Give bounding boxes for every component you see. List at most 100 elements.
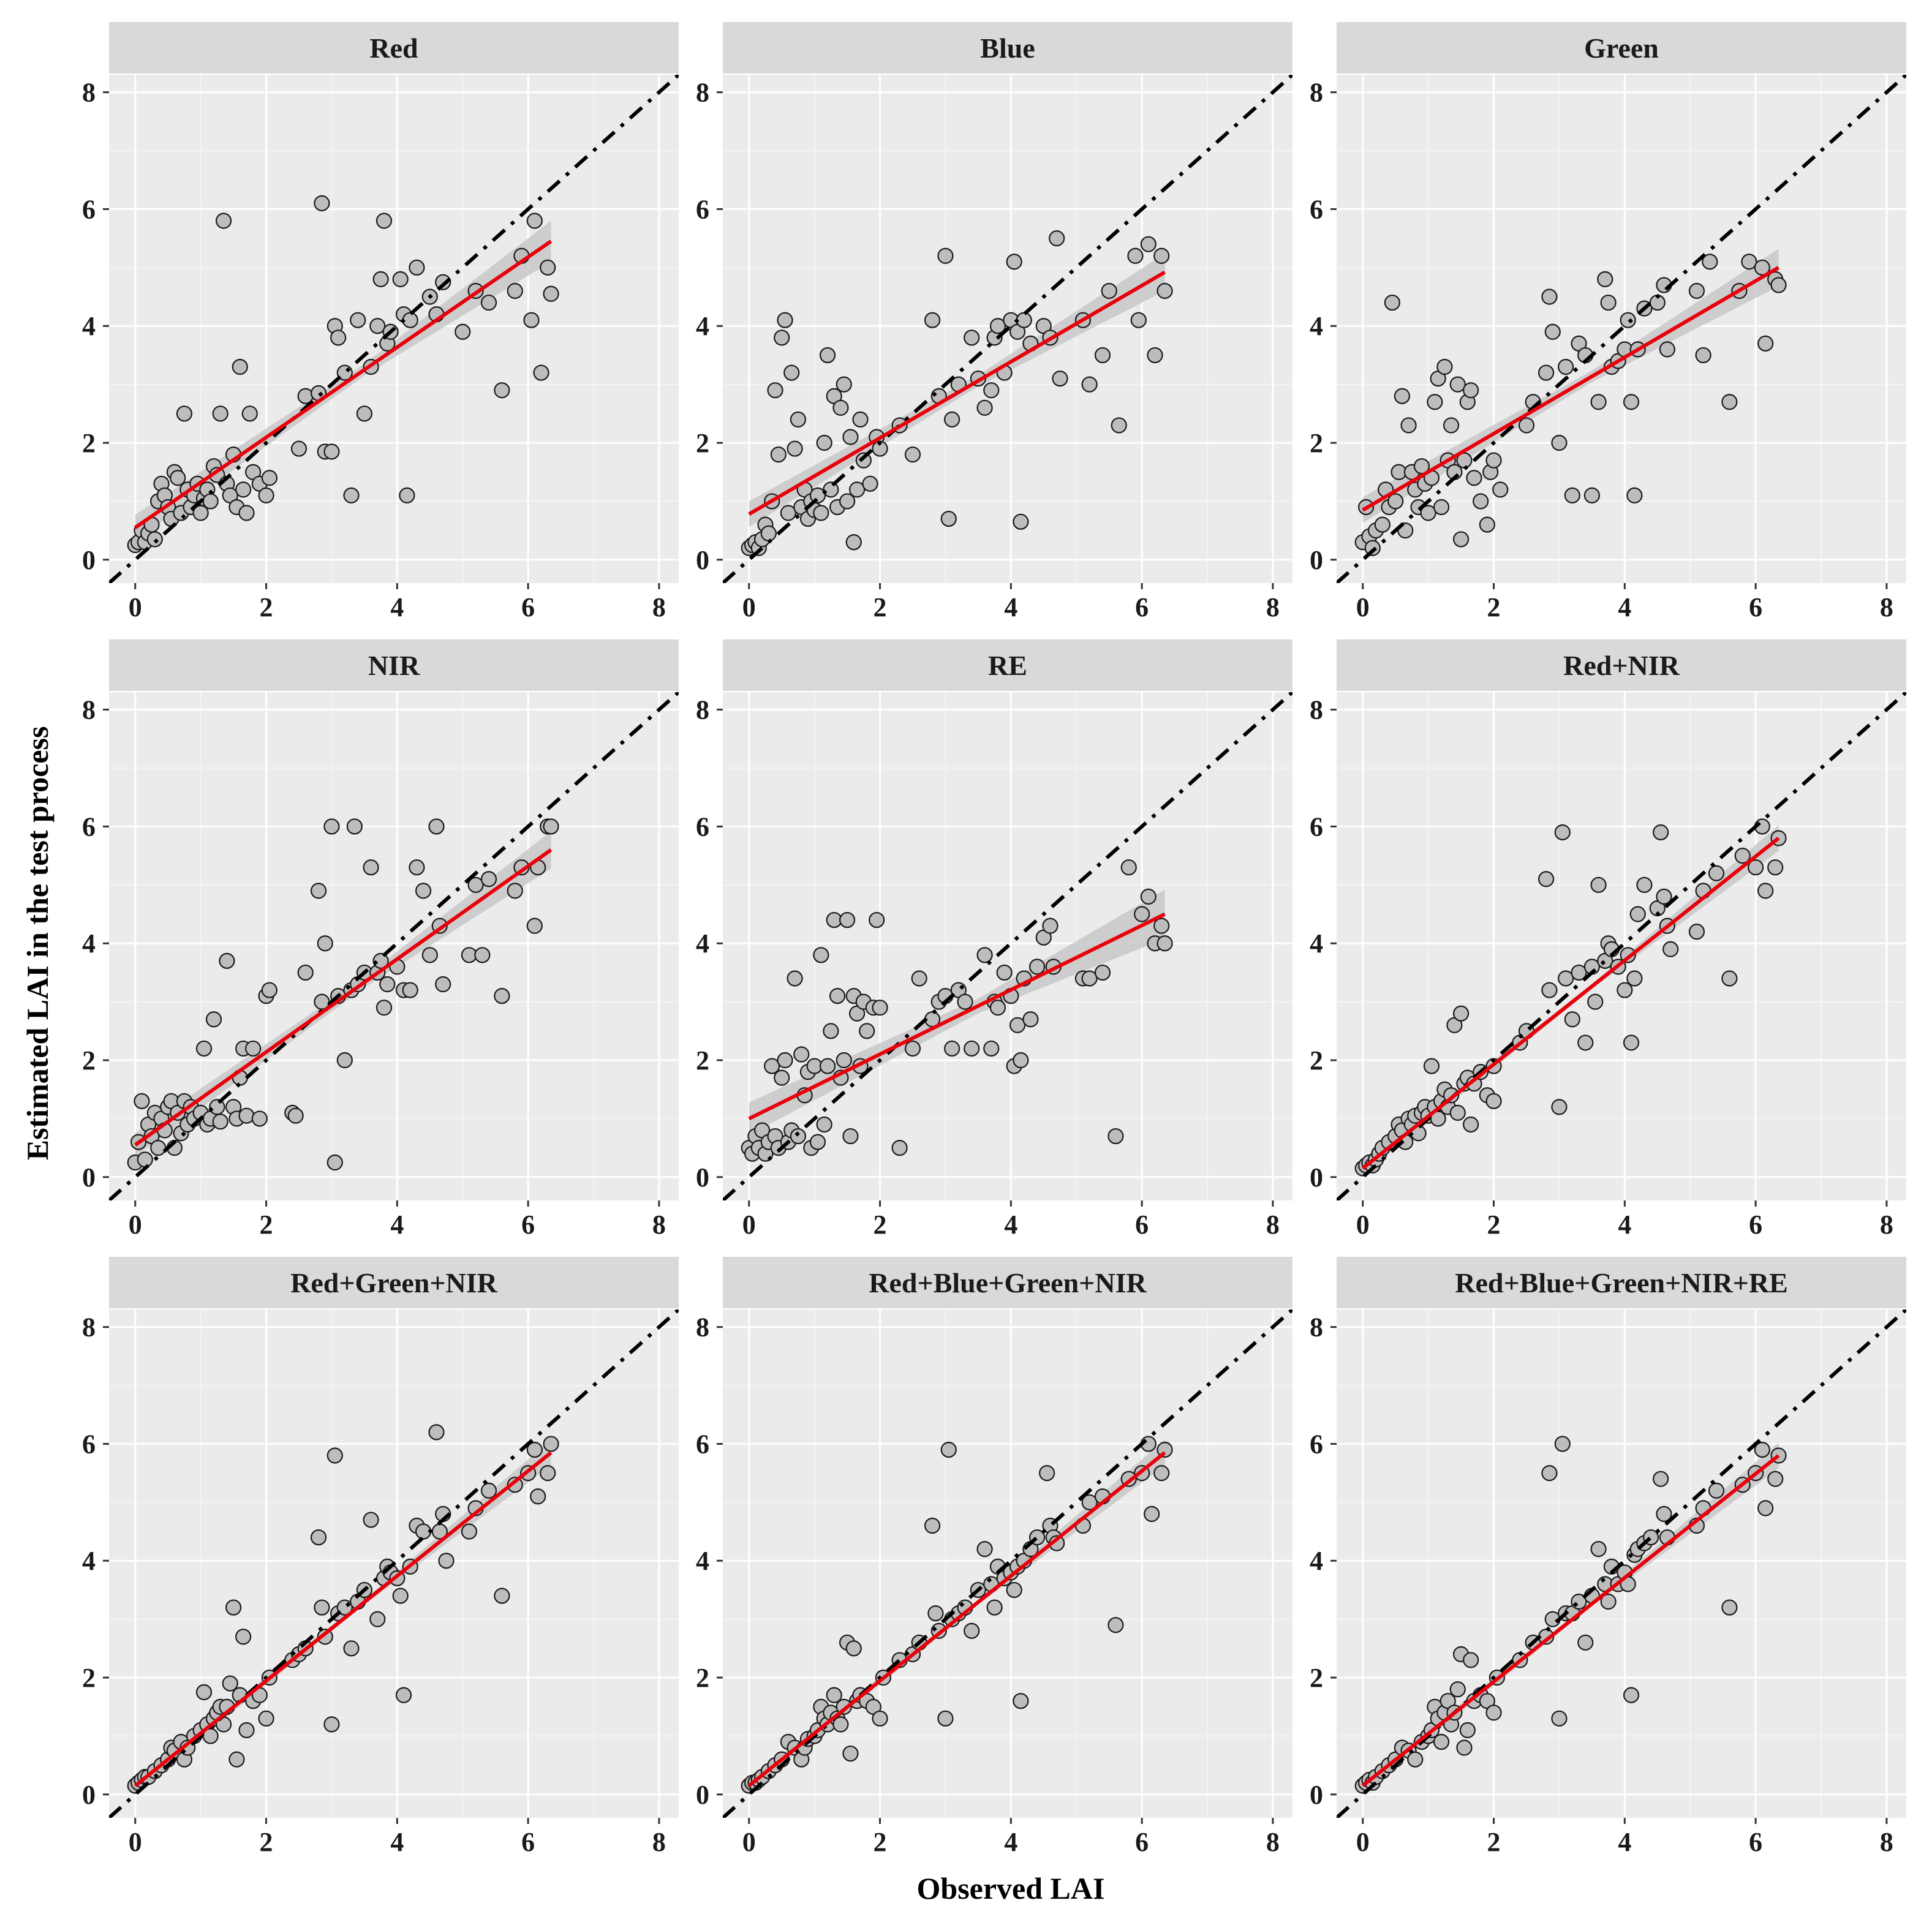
data-point bbox=[1449, 376, 1466, 393]
data-point bbox=[1101, 282, 1117, 300]
x-tick-label: 0 bbox=[129, 1210, 142, 1240]
data-point bbox=[1108, 1617, 1124, 1633]
y-tick-label: 8 bbox=[82, 78, 96, 108]
x-tick-label: 0 bbox=[742, 1827, 756, 1857]
data-point bbox=[326, 1447, 343, 1464]
data-point bbox=[780, 505, 796, 521]
x-tick-label: 6 bbox=[521, 1210, 535, 1240]
x-tick-label: 8 bbox=[652, 592, 666, 622]
data-point bbox=[350, 312, 366, 328]
data-point bbox=[1656, 888, 1672, 905]
data-point bbox=[1600, 294, 1617, 311]
data-point bbox=[1544, 323, 1561, 340]
data-point bbox=[1564, 487, 1580, 503]
data-point bbox=[842, 429, 859, 445]
data-point bbox=[996, 964, 1013, 981]
data-point bbox=[222, 1675, 238, 1692]
data-point bbox=[944, 411, 960, 428]
x-tick-label: 6 bbox=[1135, 592, 1149, 622]
data-point bbox=[839, 911, 856, 929]
data-point bbox=[1463, 1116, 1479, 1133]
data-point bbox=[872, 1710, 888, 1727]
facet-title: RE bbox=[988, 650, 1027, 681]
data-point bbox=[1688, 282, 1705, 300]
data-point bbox=[258, 1710, 274, 1727]
data-point bbox=[1153, 917, 1170, 934]
y-tick-label: 6 bbox=[1310, 194, 1323, 224]
data-point bbox=[369, 318, 386, 334]
data-point bbox=[1094, 347, 1111, 364]
data-point bbox=[869, 911, 885, 929]
data-point bbox=[976, 947, 993, 963]
data-point bbox=[1384, 294, 1400, 311]
data-point bbox=[819, 347, 836, 364]
regression-line bbox=[748, 270, 1166, 516]
data-point bbox=[809, 487, 826, 503]
y-tick-label: 2 bbox=[696, 1046, 709, 1076]
data-point bbox=[409, 859, 425, 876]
y-tick-label: 0 bbox=[696, 545, 709, 575]
data-point bbox=[976, 1541, 993, 1558]
data-point bbox=[232, 358, 248, 375]
data-point bbox=[911, 970, 927, 987]
data-point bbox=[927, 1605, 944, 1622]
data-point bbox=[1006, 254, 1022, 270]
data-point bbox=[428, 1424, 445, 1441]
data-point bbox=[1127, 247, 1144, 264]
data-point bbox=[787, 440, 803, 457]
data-point bbox=[924, 1517, 941, 1534]
x-axis-title: Observed LAI bbox=[917, 1871, 1105, 1905]
data-point bbox=[940, 1441, 957, 1458]
data-point bbox=[1485, 1705, 1502, 1721]
data-point bbox=[790, 411, 807, 428]
data-point bbox=[904, 1040, 921, 1057]
data-point bbox=[1662, 941, 1679, 957]
x-tick-label: 4 bbox=[1618, 1827, 1631, 1857]
y-tick-label: 6 bbox=[696, 194, 709, 224]
data-point bbox=[1459, 1722, 1476, 1738]
regression-line bbox=[748, 912, 1166, 1121]
data-point bbox=[1721, 1599, 1738, 1616]
data-point bbox=[195, 1684, 213, 1700]
y-tick-label: 4 bbox=[696, 1546, 709, 1576]
data-point bbox=[872, 1000, 888, 1016]
x-tick-label: 2 bbox=[260, 1210, 273, 1240]
data-point bbox=[1153, 247, 1170, 264]
data-point bbox=[461, 1523, 478, 1540]
data-point bbox=[1094, 964, 1111, 981]
data-point bbox=[326, 1154, 343, 1171]
facet-strip bbox=[723, 639, 1292, 691]
data-point bbox=[1538, 364, 1555, 381]
data-point bbox=[813, 505, 829, 521]
data-point bbox=[1443, 417, 1460, 434]
y-tick-label: 0 bbox=[82, 1162, 96, 1192]
data-point bbox=[891, 1140, 908, 1156]
data-point bbox=[1081, 376, 1098, 393]
data-point bbox=[836, 376, 852, 393]
x-tick-label: 6 bbox=[1135, 1210, 1149, 1240]
x-tick-label: 4 bbox=[1004, 592, 1017, 622]
data-point bbox=[1049, 230, 1065, 247]
data-point bbox=[526, 213, 543, 229]
data-point bbox=[363, 1512, 379, 1528]
data-point bbox=[235, 1629, 252, 1645]
y-tick-label: 4 bbox=[82, 1546, 96, 1576]
data-point bbox=[176, 405, 193, 422]
data-point bbox=[356, 405, 372, 422]
facet-title: Red bbox=[369, 32, 418, 64]
data-point bbox=[1577, 1034, 1594, 1051]
data-point bbox=[343, 1640, 360, 1657]
data-point bbox=[543, 1436, 559, 1452]
y-tick-label: 4 bbox=[1310, 1546, 1323, 1576]
data-point bbox=[438, 1553, 455, 1569]
data-point bbox=[540, 259, 556, 276]
data-point bbox=[989, 318, 1006, 334]
data-point bbox=[1708, 865, 1725, 881]
x-tick-label: 2 bbox=[260, 592, 273, 622]
facet-title: Red+Blue+Green+NIR+RE bbox=[1455, 1267, 1788, 1298]
identity-line bbox=[1337, 75, 1906, 583]
data-point bbox=[363, 859, 379, 876]
data-point bbox=[1016, 312, 1032, 328]
y-tick-label: 0 bbox=[1310, 545, 1323, 575]
